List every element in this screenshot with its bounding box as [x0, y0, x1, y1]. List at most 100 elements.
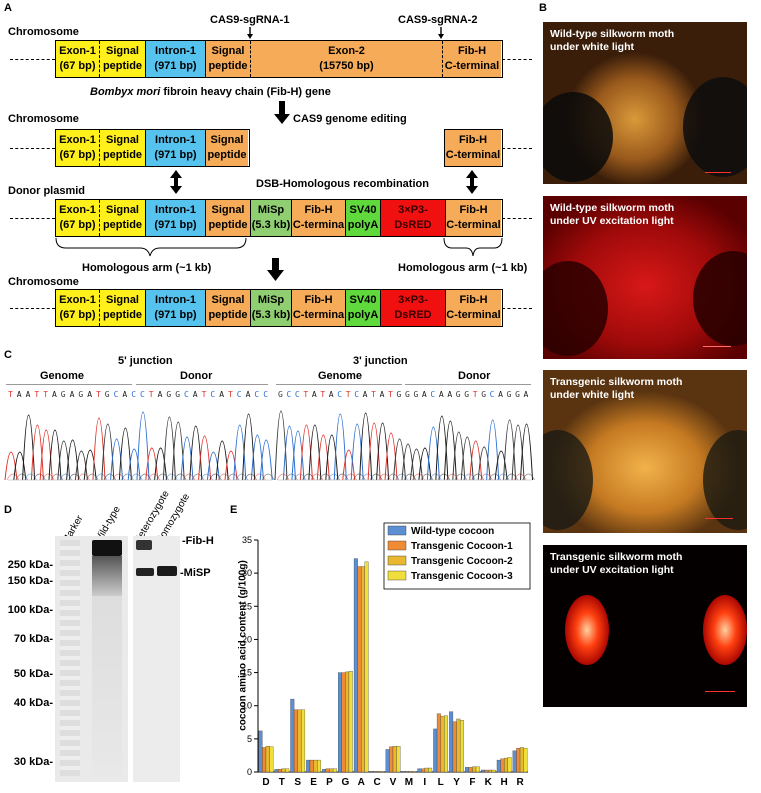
- y-tick-label: 20: [242, 634, 252, 644]
- bar-H-3: [504, 757, 508, 773]
- band-misp-label: -MiSP: [180, 567, 211, 579]
- donor-exon1: Exon-1 (67 bp): [56, 200, 100, 236]
- legend-swatch: [387, 570, 407, 581]
- bar-E-2: [309, 759, 314, 773]
- x-tick-label: A: [358, 777, 365, 788]
- left-trace-background-peak: [103, 473, 117, 481]
- left-trace-background-peak: [244, 473, 257, 481]
- left-trace-peak: [224, 450, 238, 481]
- base-letter: A: [25, 390, 31, 399]
- x-tick-label: K: [485, 777, 493, 788]
- left-trace-peak: [233, 424, 247, 481]
- sgrna-1-label: CAS9-sgRNA-1: [210, 14, 290, 26]
- left-trace-peak: [145, 447, 159, 481]
- base-letter: G: [455, 390, 461, 399]
- base-letter: A: [157, 390, 163, 399]
- left-trace-peak: [206, 451, 220, 481]
- panel-label-c: C: [4, 349, 12, 361]
- bar-I-2: [421, 768, 425, 773]
- base-letter: A: [523, 390, 529, 399]
- y-tick-label: 15: [242, 668, 252, 678]
- c-right-donor-rule: [405, 384, 531, 385]
- legend-swatch: [387, 525, 407, 536]
- row2-exon1: Exon-1 (67 bp): [56, 130, 100, 166]
- bar-H-4: [507, 757, 512, 773]
- panel-label-e: E: [230, 504, 238, 516]
- row2-fibh-cterminal: Fib-H C-terminal: [445, 130, 501, 166]
- bar-P-2: [325, 768, 330, 773]
- base-letter: C: [354, 390, 360, 399]
- row1-signal-peptide-2: Signal peptide: [206, 41, 251, 77]
- bar-I-3: [424, 767, 429, 773]
- right-trace-background-peak: [496, 473, 510, 481]
- c-right-genome-rule: [276, 384, 402, 385]
- editing-arrow: [274, 101, 290, 124]
- bar-M-2: [405, 771, 410, 773]
- left-trace-background-peak: [85, 473, 99, 481]
- row1-exon2: Exon-2 (15750 bp): [251, 41, 443, 77]
- row4-title: Chromosome: [8, 276, 79, 288]
- left-trace-background-peak: [165, 473, 178, 481]
- base-letter: A: [311, 390, 317, 399]
- hr-right-arrow: [466, 170, 478, 194]
- marker-30: 30 kDa-: [13, 756, 53, 768]
- row2-gene-right: Fib-H C-terminal: [444, 129, 503, 167]
- bar-A-4: [364, 561, 369, 773]
- base-letter: A: [498, 390, 503, 399]
- left-trace-background-peak: [156, 473, 169, 481]
- left-trace-background-peak: [129, 473, 143, 481]
- bar-V-1: [385, 749, 390, 773]
- base-letter: C: [294, 390, 300, 399]
- bar-F-3: [472, 766, 477, 773]
- left-trace-peak: [83, 449, 97, 481]
- legend-swatch: [387, 540, 407, 551]
- base-letter: T: [8, 390, 13, 399]
- right-trace-background-peak: [276, 473, 290, 481]
- bar-V-2: [389, 746, 394, 773]
- base-letter: A: [122, 390, 128, 399]
- right-trace-peak: [486, 419, 500, 481]
- row4-fibh-cterminal-1: Fib-H C-termina: [292, 290, 346, 326]
- right-trace-background-peak: [344, 473, 358, 481]
- left-arm-label: Homologous arm (~1 kb): [82, 262, 212, 274]
- x-tick-label: H: [501, 777, 508, 788]
- bar-P-1: [322, 769, 327, 773]
- bar-D-3: [265, 745, 270, 773]
- base-letter: C: [131, 390, 137, 399]
- base-letter: A: [245, 390, 251, 399]
- c-right-title: 3' junction: [353, 355, 408, 367]
- legend-label: Transgenic Cocoon-2: [411, 556, 513, 567]
- bar-S-2: [293, 709, 298, 773]
- y-tick-label: 5: [247, 734, 252, 744]
- left-trace-peak: [154, 447, 168, 481]
- marker-50: 50 kDa-: [13, 668, 53, 680]
- right-trace-background-peak: [446, 473, 459, 481]
- bar-G-1: [338, 672, 342, 773]
- left-trace-background-peak: [217, 473, 231, 481]
- row4-fibh-cterminal-2: Fib-H C-terminal: [446, 290, 501, 326]
- bar-P-4: [332, 768, 337, 773]
- scale-bar: [705, 691, 735, 692]
- hr-label: DSB-Homologous recombination: [256, 178, 429, 190]
- row2-intron1: Intron-1 (971 bp): [146, 130, 206, 166]
- right-trace-background-peak: [386, 473, 400, 481]
- base-letter: C: [337, 390, 343, 399]
- photo-2-caption: Wild-type silkworm moth under UV excitati…: [550, 202, 675, 227]
- bar-T-2: [278, 769, 282, 773]
- gel-right: [133, 536, 180, 782]
- left-trace-peak: [189, 425, 203, 481]
- right-trace-peak: [384, 432, 398, 481]
- left-trace-background-peak: [226, 473, 240, 481]
- editing-label: CAS9 genome editing: [293, 113, 407, 125]
- bar-A-3: [361, 566, 365, 773]
- integration-arrow: [267, 258, 284, 281]
- bar-E-1: [306, 759, 311, 773]
- bar-C-1: [369, 771, 374, 773]
- right-trace-peak: [511, 424, 525, 481]
- right-trace-peak: [520, 423, 534, 481]
- sgrna-2-label: CAS9-sgRNA-2: [398, 14, 478, 26]
- y-tick-label: 10: [242, 701, 252, 711]
- base-letter: A: [52, 390, 57, 399]
- bar-M-1: [401, 771, 406, 773]
- right-trace-background-peak: [319, 473, 332, 481]
